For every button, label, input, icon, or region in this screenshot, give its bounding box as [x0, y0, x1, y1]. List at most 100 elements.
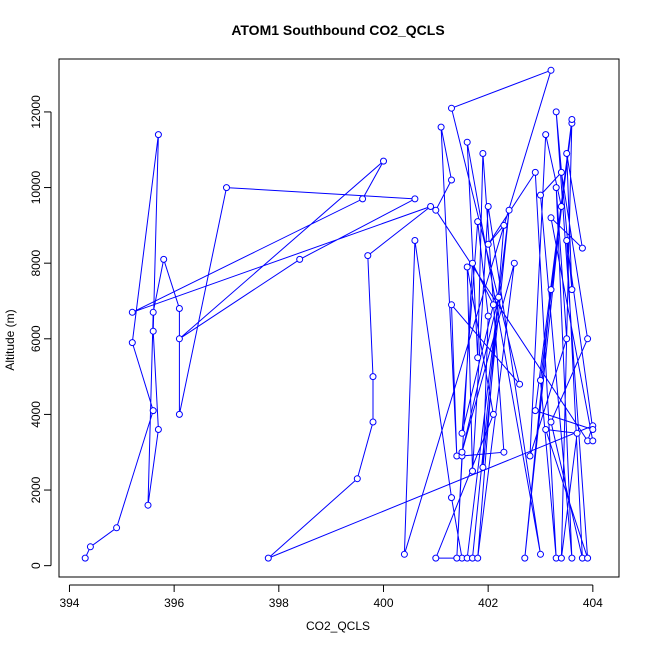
x-tick-label: 396	[164, 596, 184, 610]
data-point	[495, 293, 503, 301]
y-tick-label: 0	[29, 562, 43, 569]
data-point	[448, 176, 455, 184]
data-point	[589, 426, 597, 433]
data-point	[479, 150, 487, 157]
data-point	[81, 554, 89, 562]
data-point	[448, 104, 455, 112]
data-point	[175, 305, 183, 312]
data-point	[568, 554, 576, 562]
data-point	[411, 237, 419, 244]
data-point	[369, 373, 377, 381]
data-point	[521, 554, 529, 562]
x-tick-label: 400	[373, 596, 393, 610]
data-point	[353, 475, 361, 483]
x-tick-label: 404	[583, 596, 603, 610]
data-point	[223, 184, 230, 192]
data-point	[547, 418, 555, 426]
data-point	[557, 168, 565, 176]
data-point	[547, 286, 555, 294]
data-point	[154, 426, 162, 433]
data-point	[563, 237, 571, 244]
data-point	[458, 448, 466, 456]
plot-area	[81, 66, 597, 562]
data-point	[584, 335, 592, 343]
data-point	[584, 554, 592, 562]
data-point	[437, 123, 445, 131]
x-tick-label: 402	[478, 596, 498, 610]
y-tick-label: 12000	[29, 95, 43, 129]
data-point	[568, 286, 576, 294]
data-point	[149, 327, 157, 335]
data-point	[149, 308, 157, 316]
data-point	[427, 203, 435, 210]
x-axis: 394 396 398 400 402 404	[59, 584, 603, 610]
data-point	[573, 429, 581, 437]
data-point	[557, 203, 565, 210]
y-tick-label: 2000	[29, 476, 43, 503]
data-point	[144, 501, 152, 509]
data-point	[563, 150, 571, 157]
data-point	[154, 131, 162, 139]
y-axis-label: Altitude (m)	[3, 309, 17, 370]
data-point	[537, 550, 544, 558]
data-point	[474, 354, 482, 362]
data-point	[448, 494, 455, 502]
data-point	[537, 376, 544, 384]
data-point	[296, 255, 304, 263]
data-point	[489, 301, 497, 309]
data-point	[160, 255, 168, 263]
data-point	[505, 206, 513, 214]
data-point	[359, 195, 367, 203]
data-point	[149, 407, 157, 415]
data-point	[568, 116, 576, 123]
data-point	[469, 259, 476, 267]
data-point	[474, 218, 482, 226]
data-point	[448, 301, 455, 309]
data-point	[516, 380, 524, 388]
x-tick-label: 394	[59, 596, 79, 610]
data-point	[484, 240, 492, 248]
data-point	[537, 191, 544, 199]
data-point	[489, 410, 497, 418]
data-point	[563, 335, 571, 343]
y-tick-label: 6000	[29, 325, 43, 352]
data-point	[380, 157, 387, 165]
data-point	[531, 407, 539, 415]
data-point	[175, 335, 183, 343]
data-point	[432, 554, 440, 562]
data-point	[175, 410, 183, 418]
data-point	[547, 214, 555, 222]
data-point	[552, 184, 560, 192]
data-point	[463, 263, 471, 271]
data-point	[542, 426, 550, 433]
data-point	[474, 554, 482, 562]
data-point	[578, 244, 586, 252]
data-point	[557, 554, 565, 562]
data-point	[128, 308, 136, 316]
series-line	[84, 69, 594, 559]
data-point	[484, 203, 492, 210]
data-point	[458, 429, 466, 437]
data-point	[589, 437, 597, 445]
data-point	[484, 312, 492, 320]
data-point	[510, 259, 518, 267]
data-point	[469, 467, 476, 475]
data-point	[463, 138, 471, 146]
data-point	[542, 131, 550, 139]
data-point	[547, 66, 555, 74]
data-point	[531, 168, 539, 176]
plot-frame	[58, 58, 620, 578]
data-point	[364, 252, 372, 260]
x-tick-label: 398	[269, 596, 289, 610]
y-tick-label: 10000	[29, 171, 43, 205]
data-point	[128, 339, 136, 347]
data-point	[552, 108, 560, 116]
x-axis-label: CO2_QCLS	[306, 619, 370, 633]
data-point	[500, 448, 508, 456]
chart-title: ATOM1 Southbound CO2_QCLS	[231, 22, 444, 38]
data-point	[453, 554, 461, 562]
data-point	[500, 221, 508, 229]
y-tick-label: 8000	[29, 250, 43, 277]
data-point	[432, 206, 440, 214]
